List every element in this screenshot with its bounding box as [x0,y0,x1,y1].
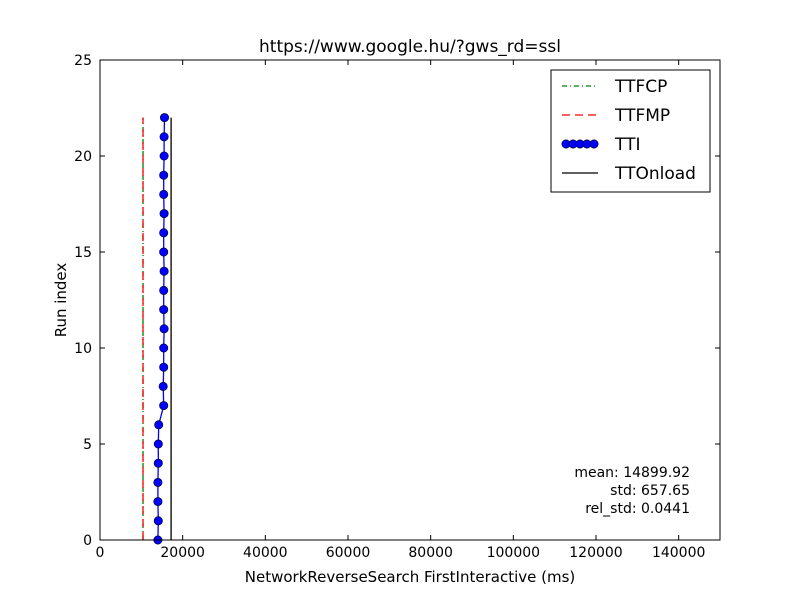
data-point-tti [159,305,169,315]
data-point-tti [154,420,164,430]
y-tick-label: 10 [74,341,92,357]
legend-marker [589,139,599,149]
x-tick-label: 20000 [160,545,205,561]
y-tick-label: 0 [83,533,92,549]
stats-annotation-line: mean: 14899.92 [574,465,690,481]
data-point-tti [159,324,169,334]
chart-title: https://www.google.hu/?gws_rd=ssl [259,37,561,57]
legend-label-ttfcp: TTFCP [614,77,667,97]
stats-annotation: mean: 14899.92 std: 657.65 rel_std: 0.0441 [574,465,690,517]
x-tick-label: 0 [96,545,105,561]
data-point-tti [160,113,170,123]
y-tick-label: 5 [83,437,92,453]
data-point-tti [153,516,163,526]
data-point-tti [153,458,163,468]
y-axis-label: Run index [52,263,70,338]
data-point-tti [159,247,169,257]
data-point-tti [159,189,169,199]
data-point-tti [159,151,169,161]
data-point-tti [153,497,163,507]
stats-annotation-line: std: 657.65 [610,483,690,499]
y-tick-label: 20 [74,149,92,165]
data-point-tti [158,381,168,391]
stats-annotation-line: rel_std: 0.0441 [585,501,690,517]
plot-area-frame [99,59,721,541]
data-point-tti [159,132,169,142]
x-tick-label: 140000 [652,545,705,561]
data-point-tti [159,343,169,353]
legend: TTFCP TTFMP TTI TTOnload [550,69,711,193]
x-tick-label: 100000 [487,545,540,561]
legend-label-ttfmp: TTFMP [614,106,670,126]
data-point-tti [159,228,169,238]
x-tick-label: 120000 [569,545,622,561]
data-point-tti [153,477,163,487]
data-point-tti [159,209,169,219]
legend-label-tti: TTI [614,135,640,155]
x-tick-label: 80000 [408,545,453,561]
y-tick-label: 15 [74,245,92,261]
legend-box [550,69,711,193]
data-point-tti [159,285,169,295]
data-point-tti [159,401,169,411]
legend-label-ttonload: TTOnload [614,164,696,184]
data-point-tti [159,362,169,372]
data-point-tti [153,439,163,449]
x-tick-label: 40000 [243,545,288,561]
x-axis-label: NetworkReverseSearch FirstInteractive (m… [245,568,576,586]
y-tick-label: 25 [74,53,92,69]
data-point-tti [159,266,169,276]
x-tick-label: 60000 [326,545,371,561]
data-point-tti [159,170,169,180]
